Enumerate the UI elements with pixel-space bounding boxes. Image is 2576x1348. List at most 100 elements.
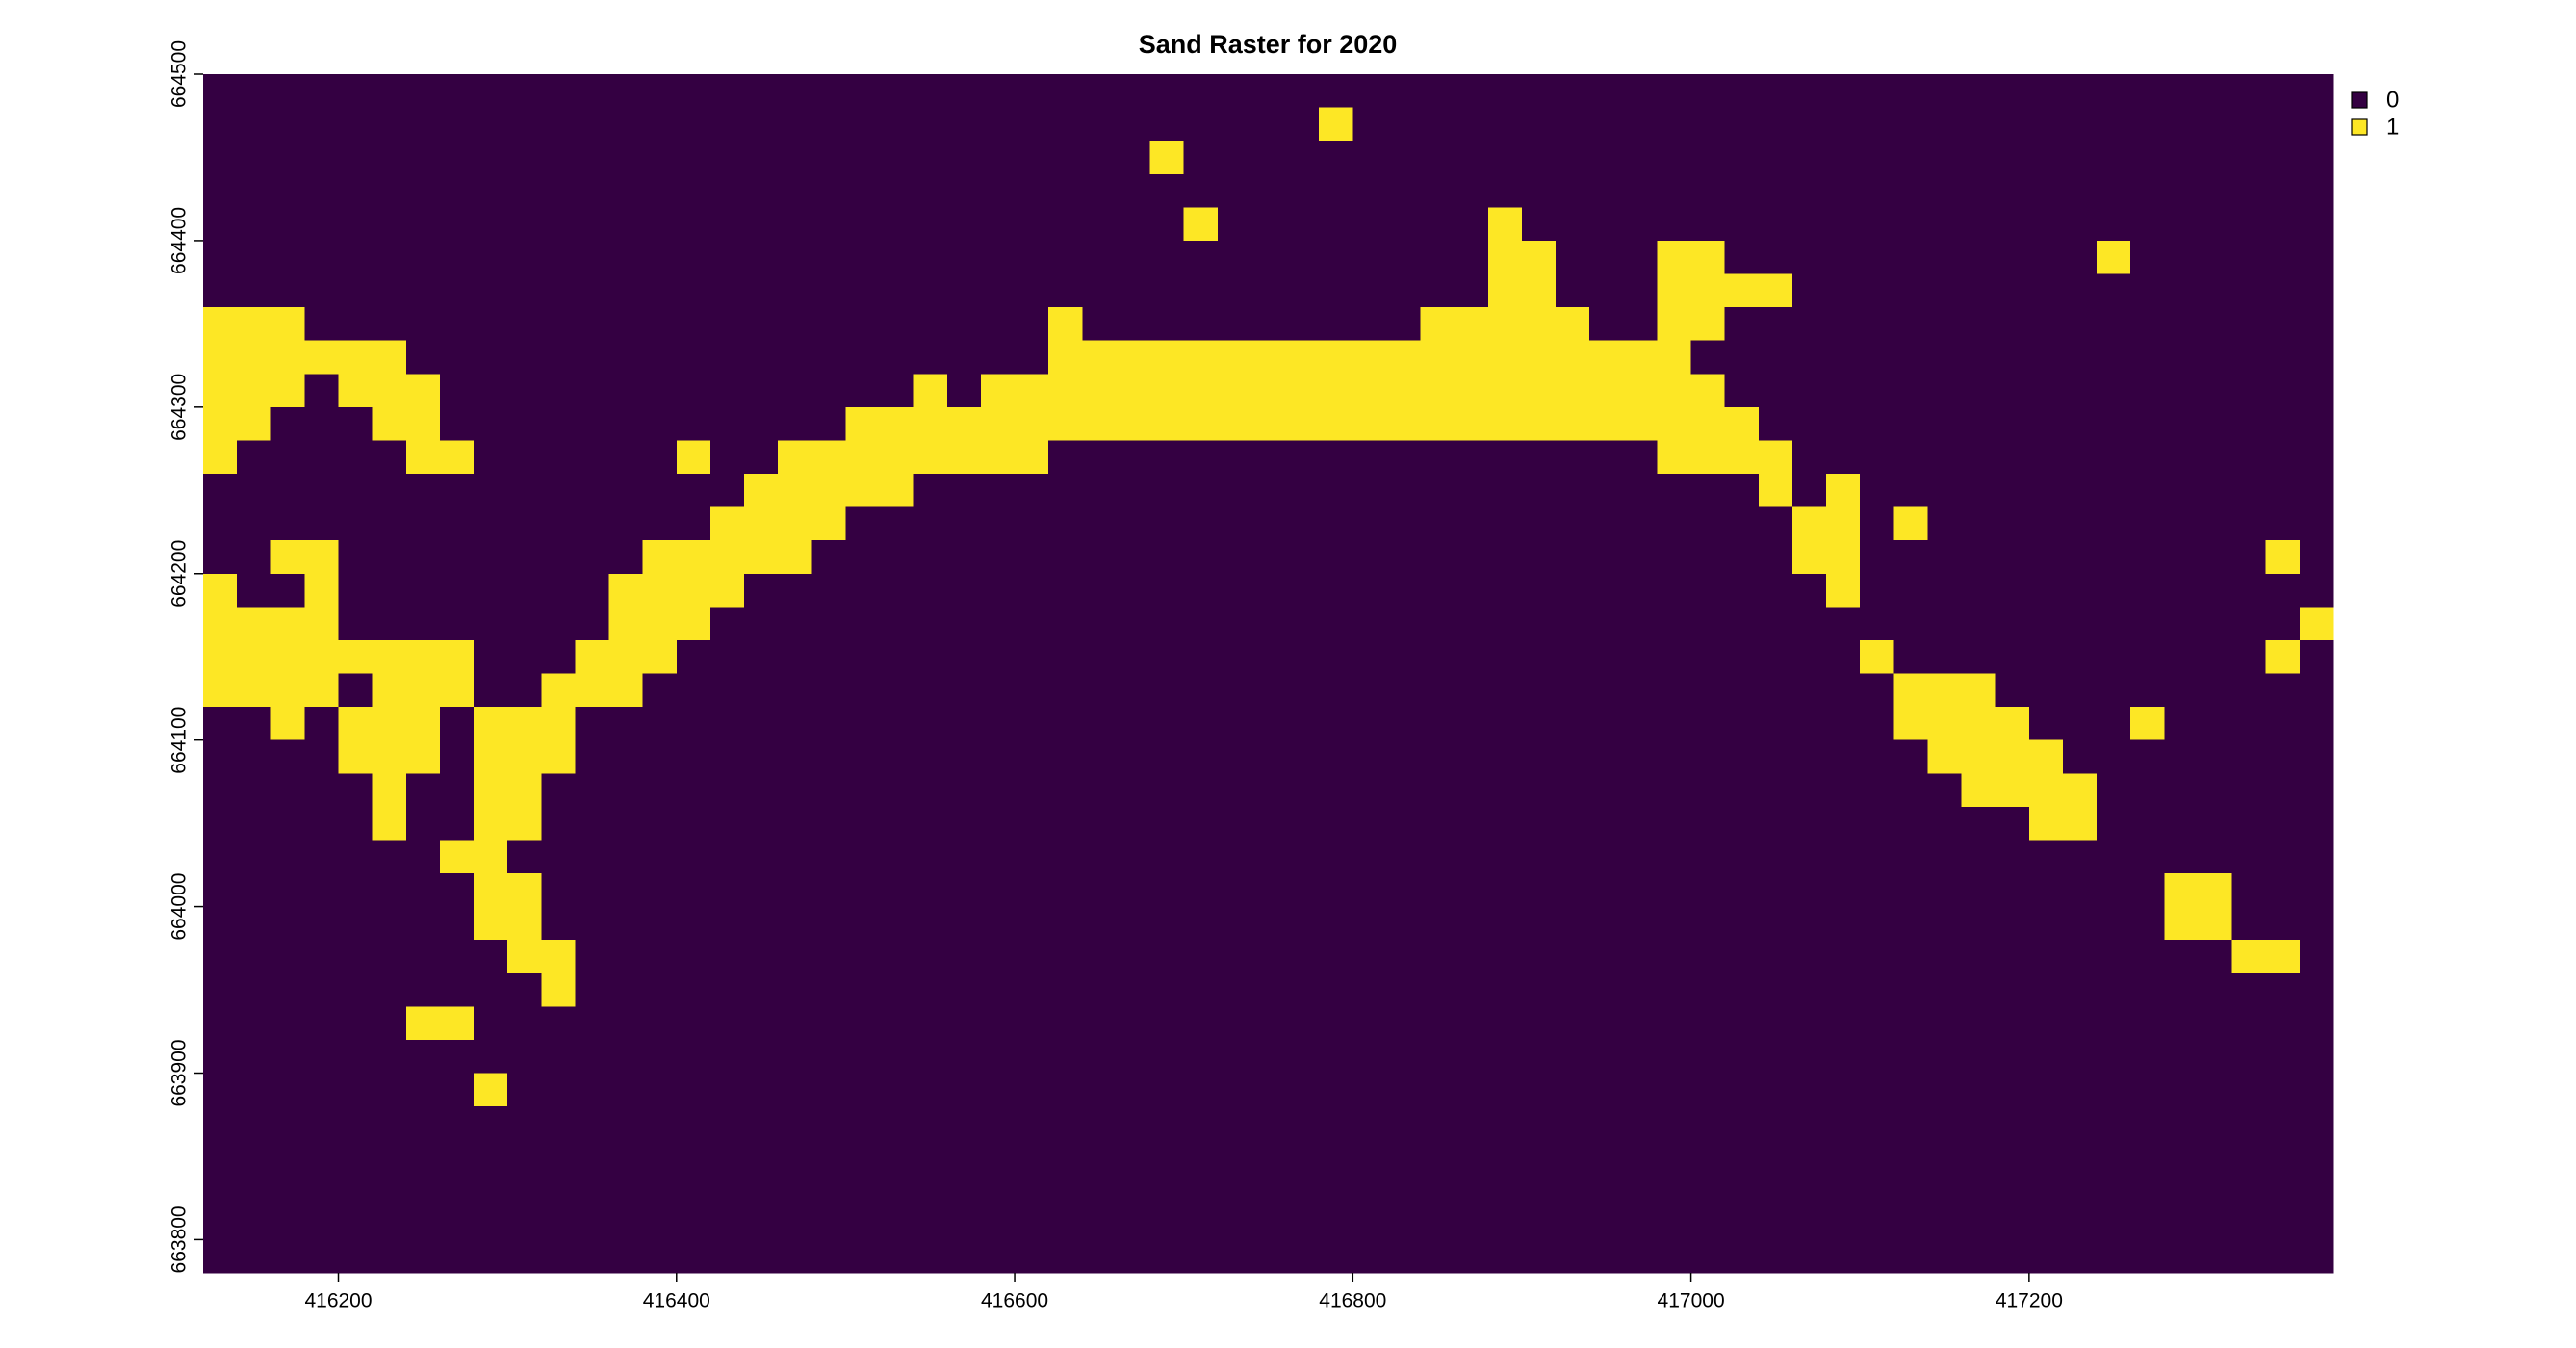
cell — [913, 806, 948, 841]
cell — [1116, 1173, 1151, 1207]
cell — [1250, 573, 1286, 608]
cell — [1082, 440, 1117, 475]
cell — [2231, 639, 2267, 674]
cell — [1826, 307, 1861, 342]
cell — [541, 74, 576, 109]
cell — [1860, 273, 1894, 308]
cell — [1826, 1106, 1861, 1141]
cell — [1791, 906, 1827, 941]
cell — [474, 773, 508, 808]
cell — [304, 1073, 340, 1107]
cell — [1521, 707, 1557, 741]
cell — [2164, 107, 2199, 142]
cell — [2130, 739, 2165, 774]
cell — [1082, 739, 1117, 774]
cell — [2198, 506, 2233, 541]
cell — [811, 474, 846, 508]
cell — [913, 173, 948, 208]
cell — [338, 573, 374, 608]
cell — [1690, 1039, 1726, 1074]
cell — [405, 972, 441, 1007]
cell — [744, 607, 779, 641]
cell — [372, 1106, 407, 1141]
cell — [541, 406, 576, 441]
cell — [1015, 74, 1049, 109]
cell — [2164, 1073, 2199, 1107]
cell — [2265, 806, 2301, 841]
cell — [372, 340, 407, 375]
cell — [304, 506, 340, 541]
cell — [1690, 972, 1726, 1007]
cell — [304, 273, 340, 308]
cell — [642, 639, 678, 674]
cell — [405, 440, 441, 475]
cell — [1352, 1139, 1387, 1174]
cell — [2028, 240, 2064, 274]
cell — [372, 1173, 407, 1207]
cell — [1420, 607, 1455, 641]
cell — [709, 906, 745, 941]
cell — [1319, 1173, 1353, 1207]
cell — [474, 173, 508, 208]
cell — [946, 1106, 982, 1141]
cell — [1183, 1239, 1219, 1274]
cell — [1352, 1073, 1387, 1107]
cell — [879, 207, 914, 242]
cell — [1826, 673, 1861, 708]
cell — [1589, 1039, 1624, 1074]
cell — [2265, 141, 2301, 175]
cell — [744, 374, 779, 408]
cell — [1556, 639, 1590, 674]
cell — [575, 1173, 610, 1207]
cell — [405, 873, 441, 908]
cell — [676, 873, 711, 908]
cell — [608, 1173, 644, 1207]
cell — [1521, 74, 1557, 109]
cell — [1690, 440, 1726, 475]
cell — [2231, 273, 2267, 308]
cell — [1860, 840, 1894, 874]
cell — [1657, 440, 1692, 475]
cell — [1556, 307, 1590, 342]
cell — [1927, 1073, 1963, 1107]
cell — [1927, 1039, 1963, 1074]
cell — [608, 474, 644, 508]
cell — [811, 873, 846, 908]
cell — [1454, 506, 1489, 541]
cell — [1487, 840, 1523, 874]
cell — [1352, 340, 1387, 375]
cell — [709, 340, 745, 375]
cell — [203, 74, 238, 109]
cell — [946, 906, 982, 941]
cell — [2062, 173, 2098, 208]
cell — [1082, 273, 1117, 308]
cell — [2130, 1239, 2165, 1274]
cell — [575, 207, 610, 242]
cell — [270, 840, 305, 874]
cell — [1454, 840, 1489, 874]
cell — [1015, 573, 1049, 608]
cell — [1995, 739, 2030, 774]
cell — [676, 840, 711, 874]
cell — [1623, 840, 1658, 874]
cell — [270, 806, 305, 841]
cell — [676, 506, 711, 541]
cell — [709, 240, 745, 274]
cell — [1015, 374, 1049, 408]
cell — [1521, 806, 1557, 841]
cell — [1386, 474, 1422, 508]
cell — [507, 1139, 542, 1174]
cell — [778, 940, 812, 974]
cell — [913, 141, 948, 175]
cell — [1352, 607, 1387, 641]
cell — [1149, 74, 1185, 109]
cell — [304, 1205, 340, 1240]
cell — [1454, 374, 1489, 408]
cell — [1995, 440, 2030, 475]
cell — [1589, 940, 1624, 974]
cell — [608, 506, 644, 541]
x-tick-label: 416800 — [1319, 1290, 1386, 1312]
cell — [980, 374, 1016, 408]
cell — [744, 773, 779, 808]
cell — [811, 1073, 846, 1107]
